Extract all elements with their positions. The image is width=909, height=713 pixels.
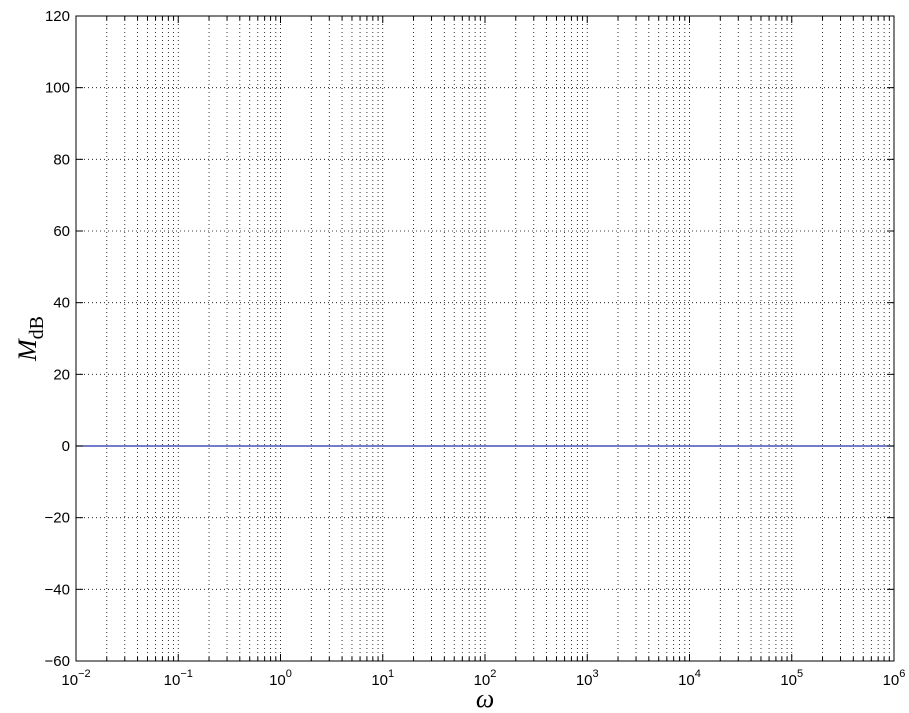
y-axis-label-subscript: dB bbox=[26, 316, 48, 339]
x-tick-label: 101 bbox=[371, 668, 394, 689]
x-tick-label-base: 10 bbox=[164, 672, 181, 689]
y-tick-label: 120 bbox=[45, 8, 70, 25]
x-tick-label-base: 10 bbox=[678, 672, 695, 689]
y-tick-label: 100 bbox=[45, 80, 70, 97]
x-tick-label-base: 10 bbox=[883, 672, 900, 689]
x-tick-label-base: 10 bbox=[269, 672, 286, 689]
x-tick-label-exponent: −1 bbox=[180, 668, 193, 680]
y-tick-label: 20 bbox=[53, 366, 70, 383]
y-tick-labels: 120 100 80 60 40 20 0 −20 −40 −60 bbox=[45, 8, 70, 670]
x-tick-label-exponent: 6 bbox=[899, 668, 905, 680]
y-tick-label: 0 bbox=[62, 438, 70, 455]
x-tick-label-base: 10 bbox=[780, 672, 797, 689]
x-axis-label: ω bbox=[476, 684, 494, 713]
y-tick-label: −40 bbox=[45, 581, 70, 598]
x-tick-label: 106 bbox=[883, 668, 906, 689]
x-tick-label: 10−2 bbox=[61, 668, 90, 689]
x-tick-label-exponent: 2 bbox=[490, 668, 496, 680]
x-tick-label-base: 10 bbox=[474, 672, 491, 689]
y-tick-label: −20 bbox=[45, 510, 70, 527]
axis-ticks bbox=[75, 15, 895, 662]
y-tick-label: 60 bbox=[53, 223, 70, 240]
x-tick-label: 10−1 bbox=[164, 668, 193, 689]
x-tick-label: 103 bbox=[576, 668, 599, 689]
y-axis-label-main: M bbox=[13, 338, 42, 362]
x-tick-label-exponent: 1 bbox=[388, 668, 394, 680]
x-tick-label-exponent: 0 bbox=[286, 668, 292, 680]
x-tick-label-exponent: 4 bbox=[695, 668, 701, 680]
x-tick-label-exponent: −2 bbox=[78, 668, 91, 680]
y-tick-label: 80 bbox=[53, 151, 70, 168]
x-tick-labels: 10−2 10−1 100 101 102 103 104 105 106 bbox=[61, 668, 905, 689]
x-tick-label-base: 10 bbox=[61, 672, 78, 689]
x-tick-label-exponent: 5 bbox=[797, 668, 803, 680]
x-tick-label-base: 10 bbox=[576, 672, 593, 689]
x-tick-label: 104 bbox=[678, 668, 701, 689]
grid-lines bbox=[76, 16, 894, 661]
x-tick-label-base: 10 bbox=[371, 672, 388, 689]
y-axis-label: MdB bbox=[13, 316, 48, 362]
x-tick-label: 105 bbox=[780, 668, 803, 689]
y-tick-label: −60 bbox=[45, 653, 70, 670]
x-tick-label-exponent: 3 bbox=[593, 668, 599, 680]
x-tick-label: 100 bbox=[269, 668, 292, 689]
y-tick-label: 40 bbox=[53, 295, 70, 312]
x-tick-label: 102 bbox=[474, 668, 497, 689]
